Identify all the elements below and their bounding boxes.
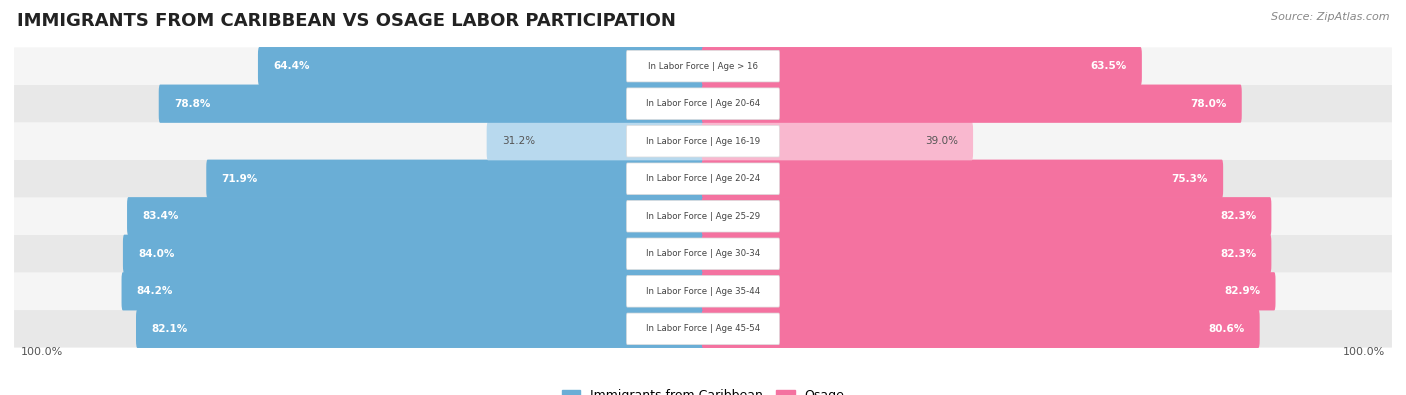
Text: IMMIGRANTS FROM CARIBBEAN VS OSAGE LABOR PARTICIPATION: IMMIGRANTS FROM CARIBBEAN VS OSAGE LABOR… (17, 12, 676, 30)
Text: In Labor Force | Age > 16: In Labor Force | Age > 16 (648, 62, 758, 71)
FancyBboxPatch shape (627, 88, 779, 119)
FancyBboxPatch shape (702, 197, 1271, 235)
FancyBboxPatch shape (14, 47, 1392, 85)
FancyBboxPatch shape (702, 235, 1271, 273)
Text: 71.9%: 71.9% (221, 174, 257, 184)
Text: 63.5%: 63.5% (1091, 61, 1126, 71)
FancyBboxPatch shape (159, 85, 704, 123)
FancyBboxPatch shape (14, 122, 1392, 160)
FancyBboxPatch shape (486, 122, 704, 160)
FancyBboxPatch shape (14, 273, 1392, 310)
Text: 82.9%: 82.9% (1225, 286, 1260, 296)
FancyBboxPatch shape (702, 310, 1260, 348)
FancyBboxPatch shape (14, 235, 1392, 273)
Text: 82.3%: 82.3% (1220, 211, 1256, 221)
FancyBboxPatch shape (122, 235, 704, 273)
FancyBboxPatch shape (257, 47, 704, 85)
Text: 82.3%: 82.3% (1220, 249, 1256, 259)
Text: 84.2%: 84.2% (136, 286, 173, 296)
Text: Source: ZipAtlas.com: Source: ZipAtlas.com (1271, 12, 1389, 22)
Text: In Labor Force | Age 25-29: In Labor Force | Age 25-29 (645, 212, 761, 221)
FancyBboxPatch shape (627, 126, 779, 157)
FancyBboxPatch shape (627, 238, 779, 269)
Text: In Labor Force | Age 20-64: In Labor Force | Age 20-64 (645, 99, 761, 108)
Text: 100.0%: 100.0% (1343, 347, 1385, 357)
FancyBboxPatch shape (702, 122, 973, 160)
FancyBboxPatch shape (14, 85, 1392, 122)
Text: 100.0%: 100.0% (21, 347, 63, 357)
FancyBboxPatch shape (14, 310, 1392, 348)
FancyBboxPatch shape (207, 160, 704, 198)
Text: 75.3%: 75.3% (1171, 174, 1208, 184)
FancyBboxPatch shape (627, 163, 779, 194)
Text: 39.0%: 39.0% (925, 136, 957, 146)
Text: 84.0%: 84.0% (138, 249, 174, 259)
Text: In Labor Force | Age 16-19: In Labor Force | Age 16-19 (645, 137, 761, 146)
FancyBboxPatch shape (14, 160, 1392, 198)
Text: 83.4%: 83.4% (142, 211, 179, 221)
FancyBboxPatch shape (121, 272, 704, 310)
FancyBboxPatch shape (627, 51, 779, 82)
Text: 31.2%: 31.2% (502, 136, 534, 146)
FancyBboxPatch shape (702, 85, 1241, 123)
Text: In Labor Force | Age 30-34: In Labor Force | Age 30-34 (645, 249, 761, 258)
FancyBboxPatch shape (702, 160, 1223, 198)
Text: 82.1%: 82.1% (152, 324, 187, 334)
Text: 64.4%: 64.4% (273, 61, 309, 71)
Text: In Labor Force | Age 20-24: In Labor Force | Age 20-24 (645, 174, 761, 183)
Text: 80.6%: 80.6% (1208, 324, 1244, 334)
Text: In Labor Force | Age 35-44: In Labor Force | Age 35-44 (645, 287, 761, 296)
Text: 78.8%: 78.8% (174, 99, 211, 109)
Text: 78.0%: 78.0% (1191, 99, 1226, 109)
FancyBboxPatch shape (627, 276, 779, 307)
Text: In Labor Force | Age 45-54: In Labor Force | Age 45-54 (645, 324, 761, 333)
FancyBboxPatch shape (627, 313, 779, 344)
FancyBboxPatch shape (702, 47, 1142, 85)
FancyBboxPatch shape (627, 201, 779, 232)
FancyBboxPatch shape (136, 310, 704, 348)
Legend: Immigrants from Caribbean, Osage: Immigrants from Caribbean, Osage (557, 384, 849, 395)
FancyBboxPatch shape (127, 197, 704, 235)
FancyBboxPatch shape (14, 198, 1392, 235)
FancyBboxPatch shape (702, 272, 1275, 310)
